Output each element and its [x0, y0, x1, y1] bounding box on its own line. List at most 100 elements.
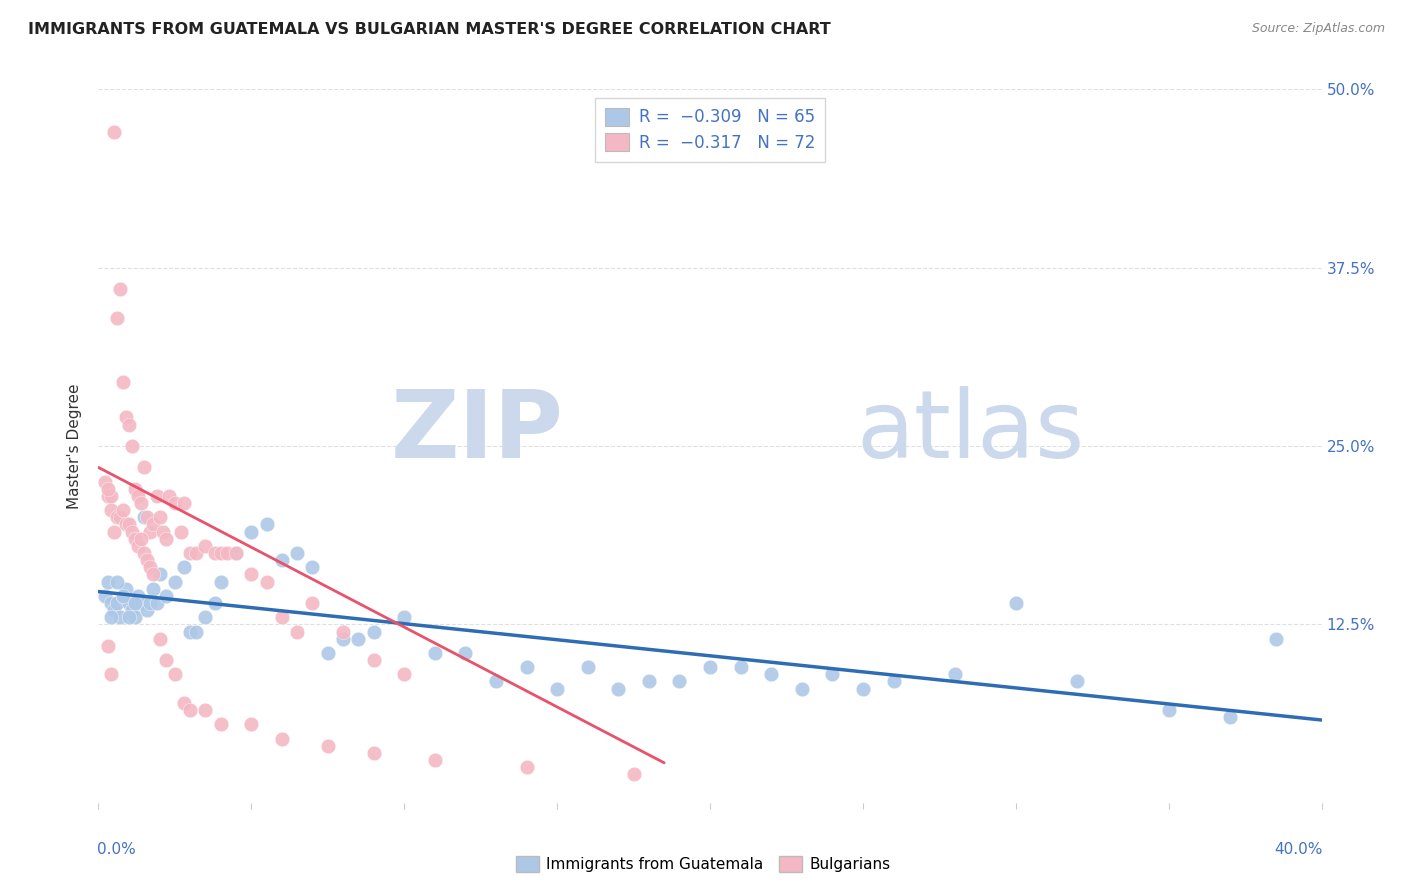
Point — [100, 489, 122, 503]
Point — [115, 410, 138, 425]
Point — [215, 546, 238, 560]
Point — [363, 624, 385, 639]
Point — [256, 574, 278, 589]
Point — [516, 660, 538, 674]
Text: IMMIGRANTS FROM GUATEMALA VS BULGARIAN MASTER'S DEGREE CORRELATION CHART: IMMIGRANTS FROM GUATEMALA VS BULGARIAN M… — [28, 22, 831, 37]
Point — [821, 667, 844, 681]
Point — [194, 610, 217, 624]
Point — [1157, 703, 1180, 717]
Point — [546, 681, 568, 696]
Point — [139, 560, 162, 574]
Point — [115, 517, 138, 532]
Point — [100, 667, 122, 681]
Point — [118, 596, 141, 610]
Point — [240, 717, 263, 731]
Point — [225, 546, 247, 560]
Point — [100, 503, 122, 517]
Point — [134, 460, 156, 475]
Legend: Immigrants from Guatemala, Bulgarians: Immigrants from Guatemala, Bulgarians — [508, 848, 898, 880]
Point — [134, 546, 156, 560]
Point — [179, 546, 201, 560]
Point — [204, 546, 226, 560]
Point — [103, 524, 125, 539]
Point — [301, 596, 323, 610]
Point — [149, 632, 172, 646]
Point — [516, 760, 538, 774]
Point — [105, 310, 128, 325]
Point — [163, 496, 186, 510]
Point — [139, 596, 162, 610]
Point — [111, 589, 134, 603]
Point — [270, 553, 292, 567]
Point — [392, 610, 416, 624]
Point — [111, 503, 134, 517]
Point — [1066, 674, 1088, 689]
Point — [105, 596, 128, 610]
Point — [1219, 710, 1241, 724]
Point — [149, 510, 172, 524]
Point — [103, 125, 125, 139]
Point — [145, 596, 167, 610]
Point — [142, 517, 165, 532]
Point — [883, 674, 905, 689]
Point — [155, 589, 177, 603]
Point — [118, 610, 141, 624]
Point — [790, 681, 813, 696]
Point — [607, 681, 630, 696]
Point — [97, 639, 120, 653]
Point — [118, 417, 141, 432]
Point — [127, 589, 149, 603]
Point — [121, 603, 143, 617]
Point — [142, 582, 165, 596]
Point — [730, 660, 752, 674]
Point — [301, 560, 323, 574]
Point — [152, 524, 174, 539]
Point — [129, 532, 152, 546]
Point — [363, 653, 385, 667]
Point — [194, 703, 217, 717]
Point — [759, 667, 782, 681]
Point — [134, 510, 156, 524]
Text: Source: ZipAtlas.com: Source: ZipAtlas.com — [1251, 22, 1385, 36]
Point — [105, 510, 128, 524]
Point — [316, 739, 339, 753]
Point — [97, 574, 120, 589]
Point — [127, 489, 149, 503]
Point — [155, 653, 177, 667]
Point — [108, 510, 131, 524]
Point — [225, 546, 247, 560]
Point — [136, 510, 159, 524]
Text: atlas: atlas — [856, 385, 1085, 478]
Point — [454, 646, 477, 660]
Point — [124, 610, 146, 624]
Point — [392, 667, 416, 681]
Point — [163, 667, 186, 681]
Point — [485, 674, 508, 689]
Point — [149, 567, 172, 582]
Point — [108, 282, 131, 296]
Point — [240, 567, 263, 582]
Point — [285, 546, 308, 560]
Text: 0.0%: 0.0% — [97, 842, 136, 857]
Point — [124, 532, 146, 546]
Point — [179, 624, 201, 639]
Y-axis label: Master's Degree: Master's Degree — [67, 384, 83, 508]
Point — [115, 582, 138, 596]
Point — [209, 546, 232, 560]
Point — [332, 632, 354, 646]
Point — [186, 624, 208, 639]
Point — [332, 624, 354, 639]
Point — [170, 524, 193, 539]
Point — [173, 696, 195, 710]
Point — [256, 517, 278, 532]
Point — [100, 610, 122, 624]
Point — [129, 496, 152, 510]
Point — [111, 375, 134, 389]
Point — [121, 524, 143, 539]
Point — [127, 539, 149, 553]
Point — [111, 589, 134, 603]
Point — [142, 567, 165, 582]
Point — [124, 596, 146, 610]
Point — [852, 681, 875, 696]
Legend: R =  −0.309   N = 65, R =  −0.317   N = 72: R = −0.309 N = 65, R = −0.317 N = 72 — [595, 97, 825, 161]
